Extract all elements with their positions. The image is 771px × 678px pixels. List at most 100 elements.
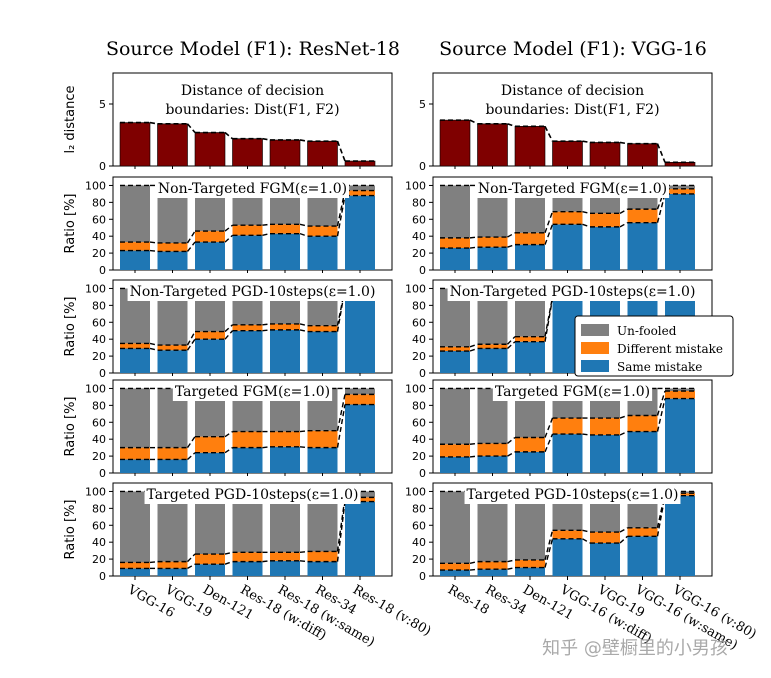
- bar-same-mistake: [665, 398, 695, 473]
- level-connector: [656, 398, 666, 432]
- distance-bar: [627, 143, 658, 167]
- panel-r3-c0: 0 20 40 60 80 100 Ratio [%] Targeted FGM(ε=1.0): [63, 379, 393, 480]
- y-tick-label: 80: [92, 196, 106, 209]
- level-connector: [544, 417, 554, 438]
- bar-same-mistake: [232, 330, 263, 373]
- y-tick-label: 0: [419, 570, 426, 583]
- bar-same-mistake: [157, 251, 188, 270]
- bar-same-mistake: [665, 193, 695, 270]
- bar-different-mistake: [477, 443, 508, 457]
- y-tick-label: 20: [92, 247, 106, 260]
- distance-bar: [194, 132, 226, 167]
- level-connector: [299, 550, 308, 554]
- panel-title: Non-Targeted FGM(ε=1.0): [158, 181, 347, 197]
- bar-same-mistake: [232, 235, 263, 270]
- y-tick-label: 0: [419, 160, 426, 173]
- bar-same-mistake: [345, 195, 375, 270]
- bar-different-mistake: [515, 336, 545, 342]
- bar-different-mistake: [195, 331, 225, 340]
- legend-label: Un-fooled: [617, 324, 677, 338]
- bar-different-mistake: [627, 209, 658, 223]
- y-tick-label: 0: [99, 570, 106, 583]
- level-connector: [299, 329, 308, 333]
- level-connector: [582, 538, 591, 544]
- bar-same-mistake: [307, 447, 338, 473]
- panel-r1-c1: 0 20 40 60 80 100 Non-Targeted FGM(ε=1.0): [405, 176, 713, 277]
- bar-same-mistake: [345, 501, 375, 576]
- level-connector: [656, 492, 666, 528]
- distance-connector: [149, 121, 158, 125]
- level-connector: [262, 446, 271, 449]
- bar-same-mistake: [440, 456, 470, 473]
- panel-title-line2: boundaries: Dist(F1, F2): [165, 102, 339, 118]
- bar-different-mistake: [665, 390, 695, 399]
- y-tick-label: 80: [92, 299, 106, 312]
- bar-different-mistake: [120, 562, 150, 569]
- bar-same-mistake: [307, 236, 338, 270]
- y-tick-label: 60: [92, 416, 106, 429]
- y-tick-label: 40: [92, 433, 106, 446]
- bar-same-mistake: [232, 561, 263, 576]
- level-connector: [224, 324, 233, 333]
- level-connector: [507, 243, 516, 248]
- panel-title: Targeted FGM(ε=1.0): [495, 384, 650, 400]
- distance-bar: [552, 140, 583, 167]
- level-connector: [262, 560, 271, 563]
- distance-connector: [299, 139, 308, 142]
- y-axis-label: Ratio [%]: [63, 396, 78, 456]
- bar-same-mistake: [515, 567, 545, 576]
- y-tick-label: 5: [99, 98, 106, 111]
- panels: 0 5 l₂ distance Distance of decision boundar…: [63, 72, 759, 653]
- bar-same-mistake: [307, 561, 338, 576]
- bar-same-mistake: [195, 564, 225, 576]
- y-tick-label: 20: [92, 553, 106, 566]
- bar-different-mistake: [232, 431, 263, 448]
- panel-title-bg: [492, 382, 653, 401]
- bar-unfooled: [665, 388, 695, 391]
- bar-same-mistake: [270, 233, 300, 270]
- level-connector: [619, 535, 628, 544]
- panel-r3-c1: 0 20 40 60 80 100 Targeted FGM(ε=1.0): [405, 379, 713, 480]
- panel-title: Targeted PGD-10steps(ε=1.0): [467, 487, 679, 503]
- bar-different-mistake: [552, 211, 583, 225]
- panel-title-bg: [447, 282, 698, 301]
- level-connector: [186, 230, 196, 244]
- bar-different-mistake: [157, 345, 188, 351]
- panel-title: Distance of decision: [181, 83, 324, 99]
- y-tick-label: 80: [412, 399, 426, 412]
- panel-title: Non-Targeted FGM(ε=1.0): [478, 181, 667, 197]
- bar-same-mistake: [270, 329, 300, 373]
- panel-title: Targeted FGM(ε=1.0): [175, 384, 330, 400]
- level-connector: [186, 436, 196, 449]
- bar-same-mistake: [515, 451, 545, 473]
- bar-same-mistake: [590, 434, 620, 473]
- panel-title-bg: [127, 282, 378, 301]
- level-connector: [299, 560, 308, 563]
- bar-unfooled: [665, 185, 695, 189]
- panel-r0-c0: 0 5 l₂ distance Distance of decision boundar…: [63, 72, 393, 173]
- bar-same-mistake: [120, 250, 150, 270]
- panel-r2-c0: 0 20 40 60 80 100 Ratio [%] Non-Targeted PGD-10…: [63, 279, 393, 380]
- bar-different-mistake: [627, 415, 658, 432]
- level-connector: [469, 442, 478, 445]
- level-connector: [582, 433, 591, 436]
- y-axis-label: Ratio [%]: [63, 296, 78, 356]
- bar-same-mistake: [477, 456, 508, 473]
- bar-same-mistake: [552, 434, 583, 473]
- bar-same-mistake: [270, 560, 300, 576]
- level-connector: [187, 452, 196, 460]
- y-tick-label: 80: [412, 299, 426, 312]
- distance-bar: [514, 126, 546, 167]
- y-tick-label: 0: [99, 160, 106, 173]
- level-connector: [224, 234, 233, 243]
- y-tick-label: 40: [412, 333, 426, 346]
- panel-title: Non-Targeted PGD-10steps(ε=1.0): [450, 284, 696, 300]
- level-connector: [619, 430, 628, 436]
- y-tick-label: 0: [419, 264, 426, 277]
- bar-same-mistake: [307, 331, 338, 373]
- level-connector: [336, 497, 346, 552]
- legend-label: Different mistake: [617, 342, 723, 356]
- bar-same-mistake: [665, 495, 695, 576]
- bar-different-mistake: [270, 323, 300, 330]
- level-connector: [224, 560, 233, 565]
